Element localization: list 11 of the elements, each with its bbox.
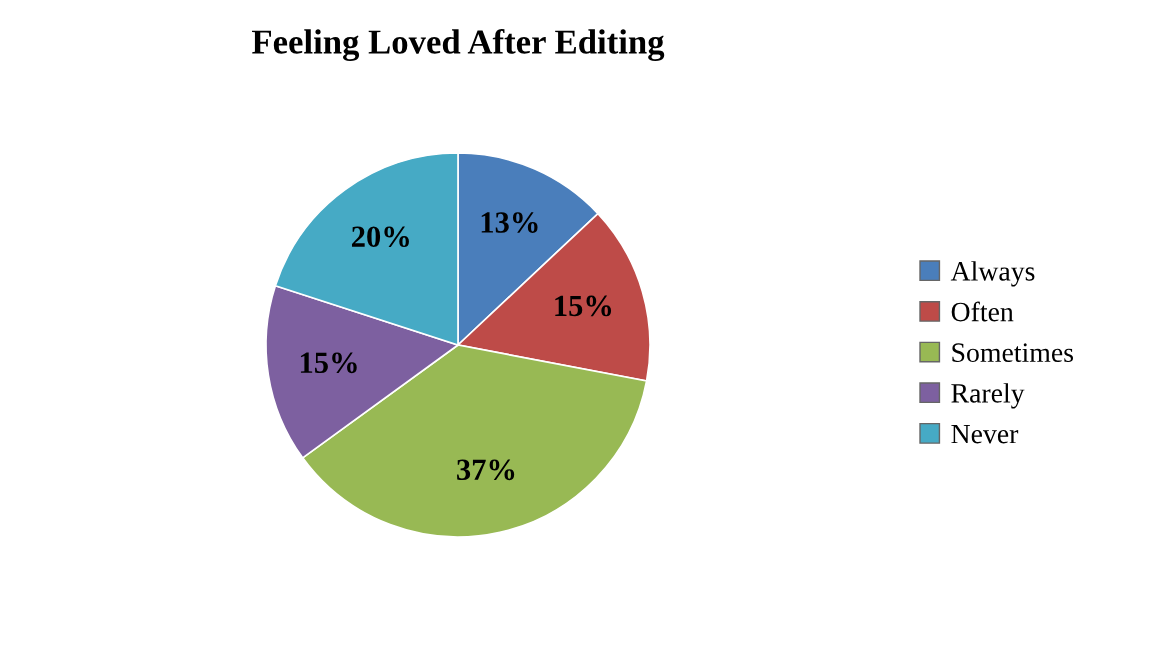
data-label: 37% (457, 459, 515, 481)
legend-label: Rarely (951, 383, 1025, 409)
data-label: 13% (481, 212, 538, 233)
legend-label: Sometimes (952, 343, 1073, 363)
legend-label: Never (951, 424, 1019, 444)
legend-label: Always (950, 261, 1035, 287)
legend-label: Often (951, 301, 1014, 322)
data-label: 15% (300, 352, 357, 374)
chart-title: Feeling Loved After Editing (252, 28, 665, 62)
data-label: 20% (351, 226, 409, 248)
data-label: 15% (555, 295, 612, 317)
